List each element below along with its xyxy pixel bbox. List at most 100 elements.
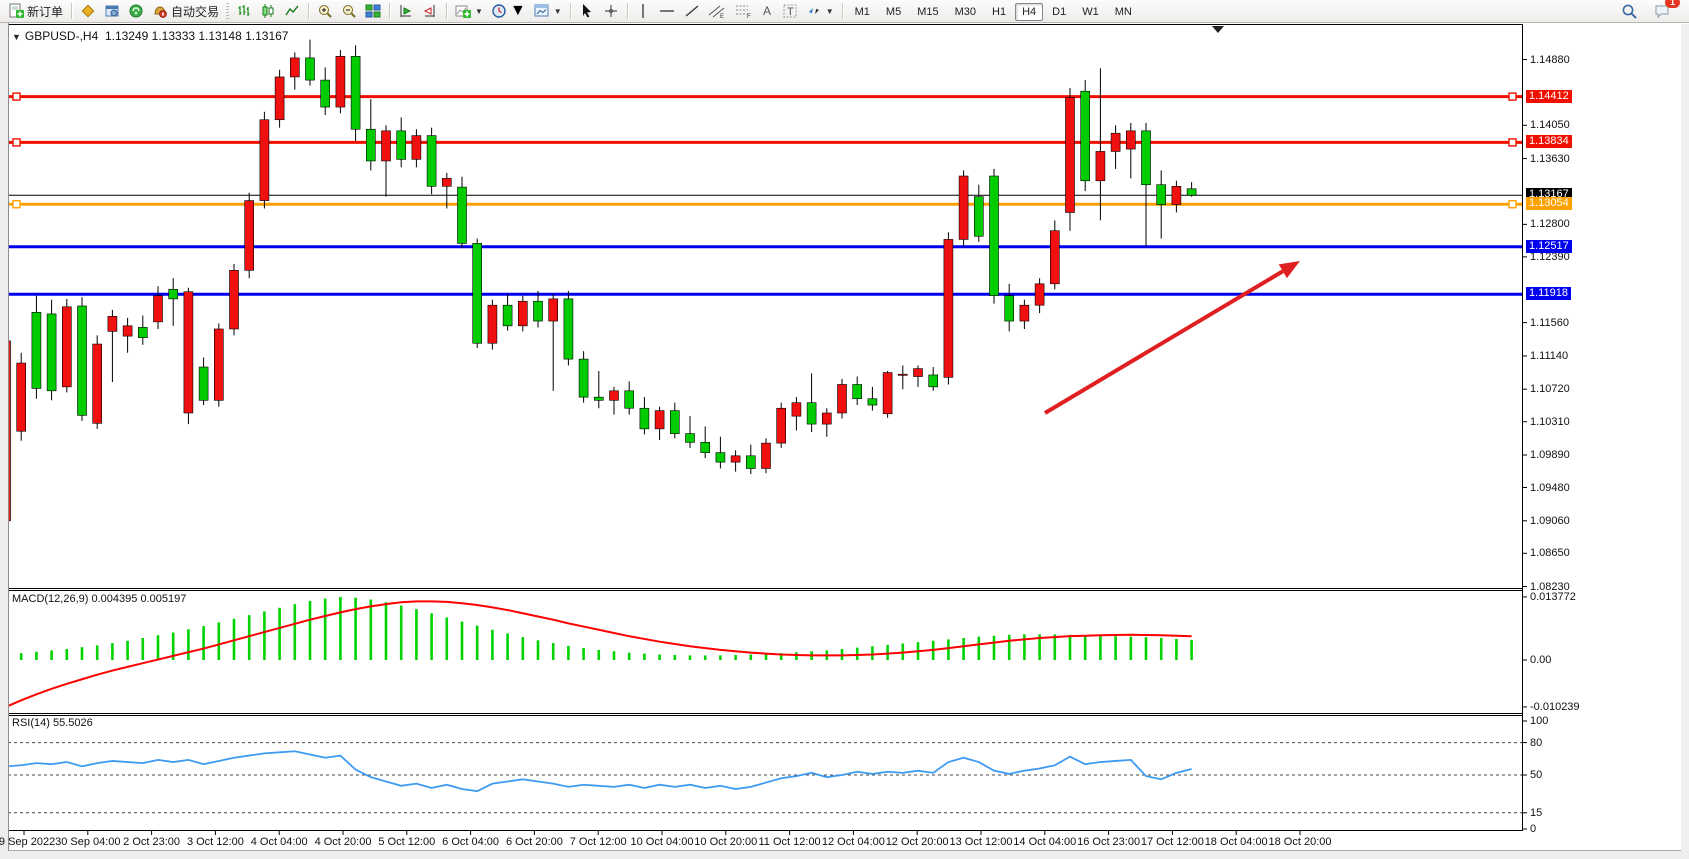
candle-body	[289, 57, 300, 78]
periods-dropdown[interactable]: ▼	[487, 0, 530, 22]
chevron-down-icon: ▼	[825, 6, 834, 16]
candlestick-icon	[260, 3, 276, 19]
candle-body	[138, 327, 148, 339]
toolbar-separator	[446, 3, 448, 19]
candle-body	[441, 178, 452, 187]
price-badge-pivot-orange: 1.13054	[1526, 197, 1572, 211]
line-handle[interactable]	[12, 200, 21, 209]
rsi-value: 55.5026	[52, 717, 93, 729]
line-handle[interactable]	[1508, 92, 1517, 101]
candle-body	[122, 325, 133, 337]
price-badge-support-2: 1.11918	[1526, 287, 1571, 301]
candle-body	[1171, 186, 1182, 205]
candle-body	[350, 56, 361, 130]
candle-body	[821, 412, 832, 425]
candle-body	[472, 243, 483, 344]
line-handle[interactable]	[12, 92, 21, 101]
line-chart-button[interactable]	[280, 0, 304, 22]
timeframe-button-m30[interactable]: M30	[954, 6, 977, 18]
timeframe-button-mn[interactable]: MN	[1114, 6, 1132, 18]
date-label: 4 Oct 20:00	[314, 836, 372, 848]
date-label: 18 Oct 20:00	[1268, 836, 1332, 848]
timeframe-button-d1[interactable]: D1	[1052, 6, 1067, 18]
search-button[interactable]	[1617, 0, 1642, 22]
candle-body	[153, 295, 163, 323]
date-label: 17 Oct 12:00	[1140, 836, 1204, 848]
vertical-line-button[interactable]	[632, 0, 654, 22]
candle-body	[806, 402, 817, 425]
fibonacci-button[interactable]: F	[730, 0, 756, 22]
timeframe-button-h1[interactable]: H1	[992, 6, 1007, 18]
toolbar-separator	[569, 3, 571, 19]
candle-body	[1141, 130, 1151, 186]
candle-body	[320, 79, 331, 108]
svg-text:A: A	[763, 4, 771, 18]
equidistant-channel-icon: E	[708, 3, 726, 19]
notifications-button[interactable]: 1	[1650, 0, 1680, 22]
rsi-tick: 50	[1530, 769, 1543, 781]
line-handle[interactable]	[1508, 138, 1517, 147]
candle-body	[487, 304, 498, 344]
candle-body	[1110, 132, 1121, 152]
text-button[interactable]: A	[756, 0, 778, 22]
channel-button[interactable]: E	[704, 0, 730, 22]
chart-shift-button[interactable]	[418, 0, 442, 22]
candle-body	[1126, 130, 1136, 150]
signals-icon	[128, 3, 144, 19]
date-label: 6 Oct 20:00	[505, 836, 563, 848]
text-label-icon: T	[782, 3, 798, 19]
timeframe-button-m5[interactable]: M5	[885, 6, 902, 18]
rsi-tick: 100	[1530, 715, 1549, 727]
date-label: 4 Oct 04:00	[250, 836, 308, 848]
timeframe-button-w1[interactable]: W1	[1082, 6, 1099, 18]
window-right-edge	[1681, 24, 1689, 859]
periods-clock-icon	[491, 3, 507, 19]
zoom-in-button[interactable]	[313, 0, 337, 22]
chevron-down-icon[interactable]: ▼	[12, 32, 21, 42]
candle-body	[168, 289, 178, 300]
candle-body	[214, 328, 224, 401]
horizontal-line-button[interactable]	[654, 0, 680, 22]
signals-button[interactable]	[124, 0, 148, 22]
shapes-dropdown[interactable]: ▼	[802, 0, 838, 22]
text-label-button[interactable]: T	[778, 0, 802, 22]
market-watch-button[interactable]	[76, 0, 100, 22]
new-order-icon	[8, 3, 24, 19]
chart-shift-marker[interactable]	[1212, 26, 1224, 33]
candle-body	[685, 433, 695, 443]
svg-text:F: F	[747, 14, 751, 19]
cursor-button[interactable]	[575, 0, 599, 22]
date-label: 10 Oct 04:00	[630, 836, 694, 848]
autotrading-button[interactable]: 自动交易	[148, 0, 223, 22]
bar-chart-button[interactable]	[232, 0, 256, 22]
main-toolbar: 新订单 自动交易	[0, 0, 1689, 23]
candle-body	[669, 410, 680, 434]
rsi-line	[8, 750, 1192, 793]
candle-body	[761, 442, 771, 469]
crosshair-button[interactable]	[599, 0, 623, 22]
line-chart-icon	[284, 3, 300, 19]
toolbar-separator	[71, 3, 73, 19]
line-handle[interactable]	[12, 138, 21, 147]
price-tick: 1.12390	[1530, 250, 1570, 263]
candle-body	[867, 398, 878, 406]
candle-body	[381, 130, 391, 162]
templates-dropdown[interactable]: ▼	[530, 0, 566, 22]
new-order-button[interactable]: 新订单	[4, 0, 67, 22]
toolbar-separator	[626, 3, 628, 19]
zoom-out-button[interactable]	[337, 0, 361, 22]
candlestick-button[interactable]	[256, 0, 280, 22]
indicators-dropdown[interactable]: ▼	[451, 0, 487, 22]
price-tick: 1.11560	[1530, 316, 1569, 329]
candle-body	[533, 300, 543, 322]
data-window-button[interactable]	[100, 0, 124, 22]
trend-arrow[interactable]	[1043, 261, 1300, 415]
line-handle[interactable]	[1508, 200, 1517, 209]
timeframe-button-m15[interactable]: M15	[917, 6, 939, 18]
tile-windows-button[interactable]	[361, 0, 385, 22]
timeframe-button-m1[interactable]: M1	[854, 6, 870, 18]
timeframe-button-h4[interactable]: H4	[1015, 3, 1044, 21]
candle-body	[1004, 295, 1015, 322]
auto-scroll-button[interactable]	[394, 0, 418, 22]
trendline-button[interactable]	[680, 0, 704, 22]
